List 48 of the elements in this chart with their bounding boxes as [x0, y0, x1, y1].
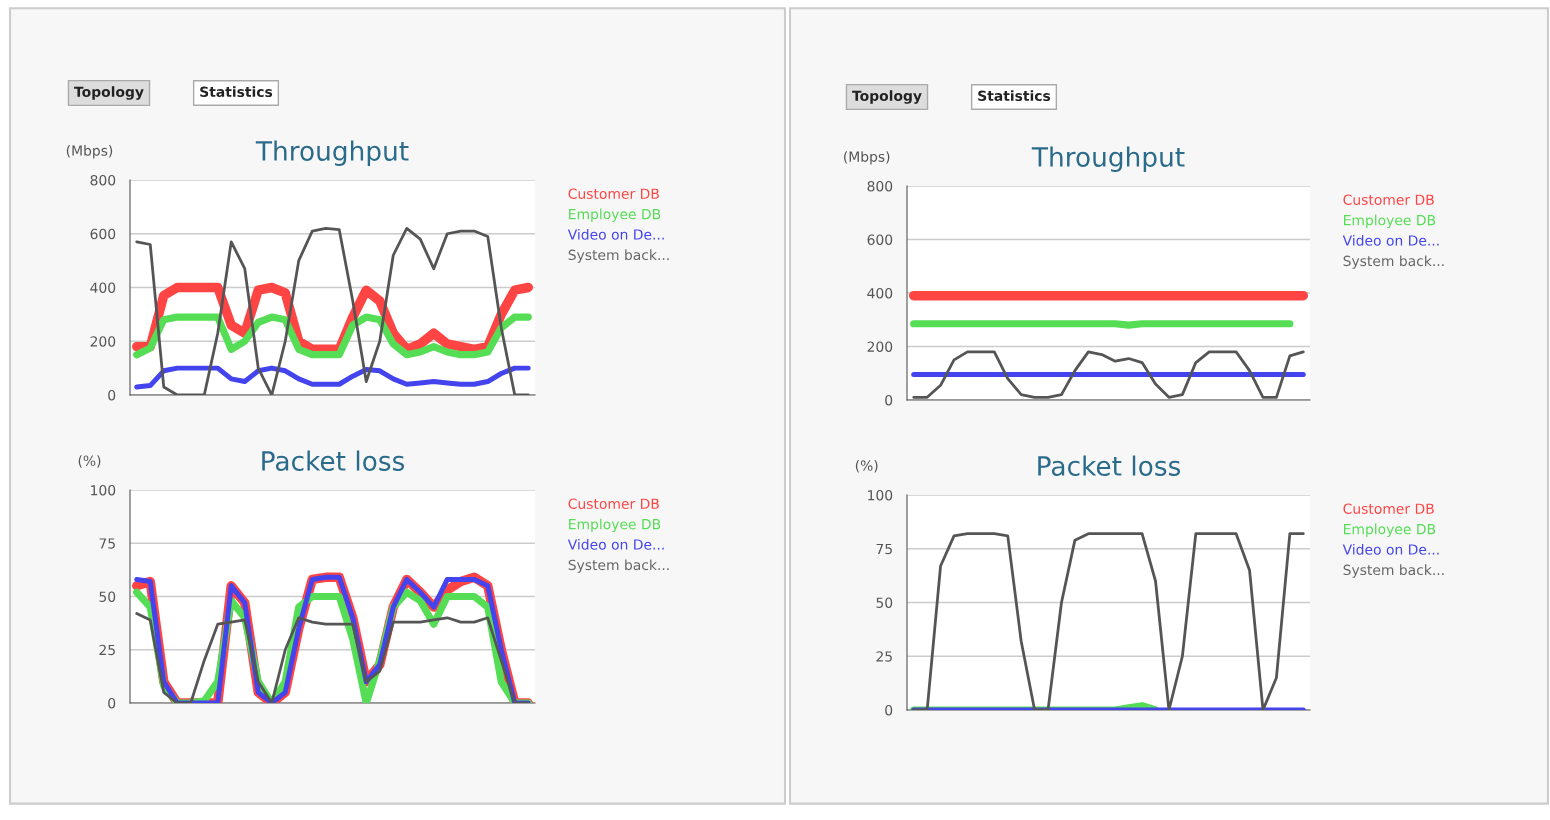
text: Topology: [852, 90, 922, 104]
y-tick-label: 0: [885, 704, 893, 716]
chart-title: Packet loss: [262, 450, 405, 471]
y-axis-title: (Mbps): [844, 151, 890, 165]
y-tick-label: 400: [90, 282, 116, 293]
text: Video on De...: [567, 539, 664, 550]
y-tick-label: 0: [885, 394, 893, 406]
text: Employee DB: [1344, 523, 1436, 538]
text: Video on De...: [567, 228, 664, 240]
y-tick-label: 600: [90, 228, 116, 240]
text: System back...: [1343, 255, 1444, 269]
y-tick-label: 50: [99, 591, 116, 602]
text: System back...: [568, 559, 669, 573]
chart-title: Throughput: [1031, 146, 1185, 173]
text: Customer DB: [568, 498, 659, 509]
text: Employee DB: [569, 208, 661, 223]
y-axis-title: (%): [855, 460, 878, 473]
y-tick-label: 200: [90, 336, 116, 347]
text: System back...: [1343, 564, 1444, 578]
y-tick-label: 0: [108, 697, 116, 709]
y-axis-title: (Mbps): [66, 145, 113, 159]
y-tick-label: 0: [108, 389, 116, 401]
y-tick-label: 800: [867, 180, 893, 192]
y-tick-label: 200: [867, 341, 893, 352]
y-tick-label: 800: [90, 174, 116, 186]
y-tick-label: 50: [876, 597, 893, 608]
text: Employee DB: [569, 518, 661, 533]
text: Topology: [74, 86, 144, 100]
text: Statistics: [978, 90, 1051, 102]
text: System back...: [568, 249, 669, 263]
text: Customer DB: [1343, 194, 1434, 205]
y-tick-label: 75: [876, 543, 892, 555]
y-tick-label: 25: [876, 651, 892, 662]
legend-label: Customer DB: [1343, 503, 1434, 514]
text: Employee DB: [1344, 214, 1436, 229]
y-tick-label: 100: [91, 484, 116, 496]
y-tick-label: 75: [99, 538, 115, 549]
y-tick-label: 100: [868, 489, 893, 501]
chart-title: Packet loss: [1038, 455, 1181, 476]
y-tick-label: 25: [99, 644, 115, 656]
y-tick-label: 600: [867, 234, 893, 245]
text: Video on De...: [1342, 234, 1439, 246]
text: Video on De...: [1342, 543, 1439, 555]
y-axis-title: (%): [78, 455, 101, 468]
text: Customer DB: [568, 188, 659, 199]
chart-title: Throughput: [255, 140, 409, 167]
text: Statistics: [200, 86, 273, 98]
y-tick-label: 400: [867, 287, 893, 299]
